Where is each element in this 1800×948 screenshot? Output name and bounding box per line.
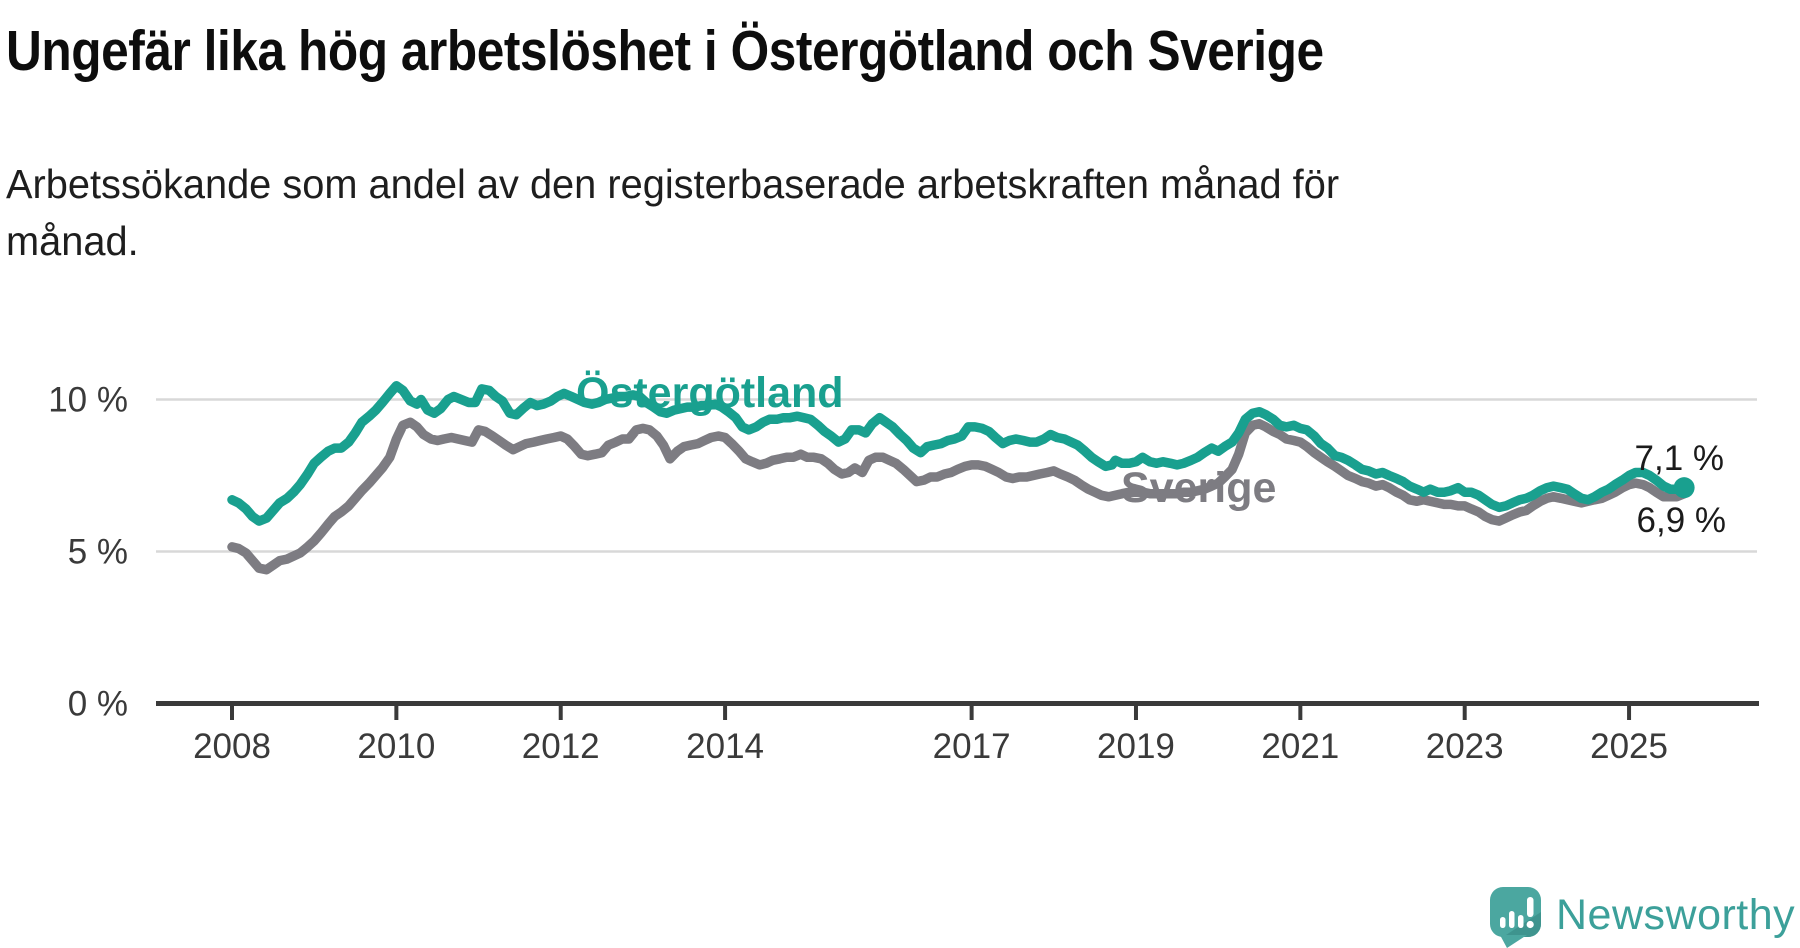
end-value-label-ostergotland: 7,1 % <box>1635 439 1725 478</box>
x-tick-label: 2010 <box>357 727 435 766</box>
x-tick-label: 2025 <box>1590 727 1668 766</box>
x-tick-label: 2019 <box>1097 727 1175 766</box>
newsworthy-logo-icon <box>1490 887 1541 948</box>
newsworthy-logo-text: Newsworthy <box>1556 891 1795 939</box>
chart-subtitle-line1: Arbetssökande som andel av den registerb… <box>6 161 1340 207</box>
y-tick-label: 10 % <box>48 381 128 420</box>
gridlines <box>156 398 1757 553</box>
series-label-ostergotland: Östergötland <box>576 369 844 417</box>
y-tick-label: 0 % <box>68 685 128 724</box>
chart-subtitle: Arbetssökande som andel av den registerb… <box>6 156 1339 269</box>
y-tick-label: 5 % <box>68 533 128 572</box>
x-axis-ticks: 2008 2010 2012 2014 2017 2019 2021 2023 2025 <box>193 704 1668 766</box>
series-label-sverige: Sverige <box>1121 464 1276 512</box>
x-tick-label: 2021 <box>1261 727 1339 766</box>
series-lines <box>227 381 1689 575</box>
x-tick-label: 2023 <box>1426 727 1504 766</box>
x-tick-label: 2014 <box>686 727 764 766</box>
series-line-sverige <box>227 417 1689 575</box>
chart-subtitle-line2: månad. <box>6 217 139 264</box>
x-tick-label: 2012 <box>522 727 600 766</box>
y-axis-labels: 10 % 5 % 0 % <box>48 381 128 724</box>
x-tick-label: 2008 <box>193 727 271 766</box>
x-tick-label: 2017 <box>933 727 1011 766</box>
chart-title: Ungefär lika hög arbetslöshet i Östergöt… <box>6 19 1324 83</box>
newsworthy-logo: Newsworthy <box>1490 887 1795 948</box>
series-line-östergötland <box>227 381 1689 526</box>
end-value-label-sverige: 6,9 % <box>1637 501 1727 540</box>
series-end-dot <box>1673 477 1695 499</box>
